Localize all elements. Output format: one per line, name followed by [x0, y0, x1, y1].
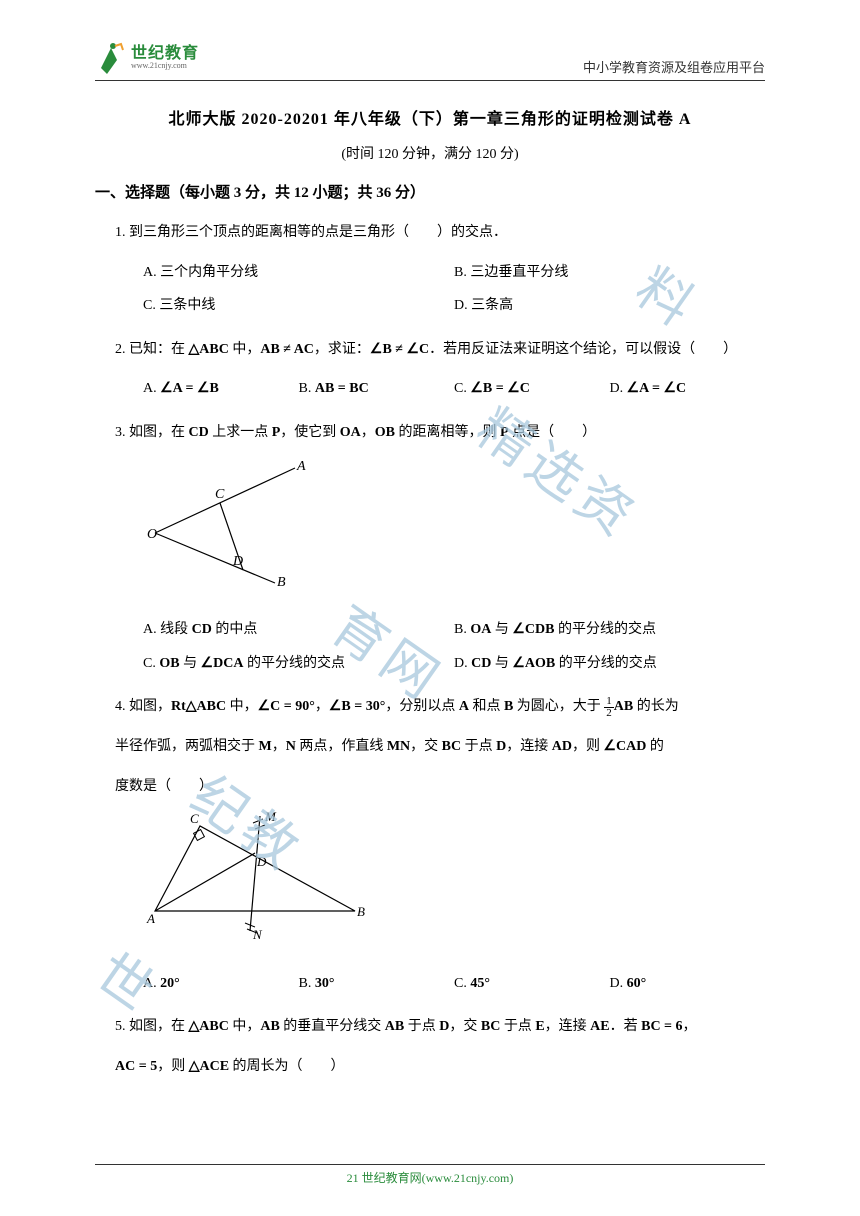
- svg-text:A: A: [296, 459, 306, 474]
- svg-text:B: B: [357, 904, 365, 919]
- q4-opt-b: B. 30°: [299, 967, 455, 1001]
- svg-text:A: A: [146, 911, 155, 926]
- q2-options: A. ∠A = ∠B B. AB = BC C. ∠B = ∠C D. ∠A =…: [115, 372, 765, 406]
- q3-opt-d: D. CD 与 ∠AOB 的平分线的交点: [454, 647, 765, 681]
- footer-text: 21 世纪教育网(www.21cnjy.com): [347, 1171, 514, 1185]
- svg-text:N: N: [252, 927, 263, 941]
- q4-options: A. 20° B. 30° C. 45° D. 60°: [115, 967, 765, 1001]
- q4-opt-a: A. 20°: [143, 967, 299, 1001]
- q2-opt-b: B. AB = BC: [299, 372, 455, 406]
- header-right: 中小学教育资源及组卷应用平台: [583, 57, 765, 76]
- q4-text: 4. 如图，Rt△ABC 中，∠C = 90°，∠B = 30°，分别以点 A …: [115, 690, 765, 724]
- q1-text: 1. 到三角形三个顶点的距离相等的点是三角形（ ）的交点．: [115, 216, 765, 250]
- q3-figure: O A C D B: [115, 458, 765, 602]
- q4-opt-d: D. 60°: [610, 967, 766, 1001]
- footer-line: [95, 1164, 765, 1165]
- logo-url: www.21cnjy.com: [131, 62, 199, 70]
- svg-text:D: D: [256, 854, 267, 869]
- logo-cn: 世纪教育: [131, 46, 199, 62]
- q1-opt-a: A. 三个内角平分线: [143, 256, 454, 290]
- footer: 21 世纪教育网(www.21cnjy.com): [0, 1164, 860, 1186]
- logo: 世纪教育 www.21cnjy.com: [95, 40, 199, 76]
- svg-text:D: D: [232, 554, 243, 569]
- q2-opt-a: A. ∠A = ∠B: [143, 372, 299, 406]
- question-1: 1. 到三角形三个顶点的距离相等的点是三角形（ ）的交点． A. 三个内角平分线…: [95, 216, 765, 323]
- q1-opt-b: B. 三边垂直平分线: [454, 256, 765, 290]
- q3-opt-b: B. OA 与 ∠CDB 的平分线的交点: [454, 613, 765, 647]
- svg-text:M: M: [264, 811, 277, 824]
- q5-line2: AC = 5，则 △ACE 的周长为（ ）: [115, 1050, 765, 1084]
- exam-subtitle: (时间 120 分钟，满分 120 分): [95, 143, 765, 163]
- question-2: 2. 已知：在 △ABC 中，AB ≠ AC，求证：∠B ≠ ∠C．若用反证法来…: [95, 333, 765, 406]
- q4-figure: A C B D M N: [115, 811, 765, 955]
- q2-text: 2. 已知：在 △ABC 中，AB ≠ AC，求证：∠B ≠ ∠C．若用反证法来…: [115, 333, 765, 367]
- svg-text:C: C: [215, 487, 225, 502]
- q3-options: A. 线段 CD 的中点 B. OA 与 ∠CDB 的平分线的交点 C. OB …: [115, 613, 765, 680]
- q3-opt-a: A. 线段 CD 的中点: [143, 613, 454, 647]
- page-container: 世纪教育 www.21cnjy.com 中小学教育资源及组卷应用平台 北师大版 …: [0, 0, 860, 1132]
- logo-text: 世纪教育 www.21cnjy.com: [131, 46, 199, 70]
- q3-text: 3. 如图，在 CD 上求一点 P，使它到 OA，OB 的距离相等，则 P 点是…: [115, 416, 765, 450]
- svg-text:O: O: [147, 527, 157, 542]
- logo-icon: [95, 40, 127, 76]
- question-4: 4. 如图，Rt△ABC 中，∠C = 90°，∠B = 30°，分别以点 A …: [95, 690, 765, 1000]
- question-5: 5. 如图，在 △ABC 中，AB 的垂直平分线交 AB 于点 D，交 BC 于…: [95, 1010, 765, 1083]
- q4-opt-c: C. 45°: [454, 967, 610, 1001]
- q1-opt-d: D. 三条高: [454, 289, 765, 323]
- question-3: 3. 如图，在 CD 上求一点 P，使它到 OA，OB 的距离相等，则 P 点是…: [95, 416, 765, 680]
- q1-opt-c: C. 三条中线: [143, 289, 454, 323]
- header: 世纪教育 www.21cnjy.com 中小学教育资源及组卷应用平台: [95, 40, 765, 81]
- q3-opt-c: C. OB 与 ∠DCA 的平分线的交点: [143, 647, 454, 681]
- section-1-title: 一、选择题（每小题 3 分，共 12 小题；共 36 分）: [95, 181, 765, 202]
- q4-line3: 度数是（ ）: [115, 770, 765, 804]
- q2-opt-c: C. ∠B = ∠C: [454, 372, 610, 406]
- svg-text:C: C: [190, 811, 199, 826]
- q4-line2: 半径作弧，两弧相交于 M，N 两点，作直线 MN，交 BC 于点 D，连接 AD…: [115, 730, 765, 764]
- q5-text: 5. 如图，在 △ABC 中，AB 的垂直平分线交 AB 于点 D，交 BC 于…: [115, 1010, 765, 1044]
- exam-title: 北师大版 2020-20201 年八年级（下）第一章三角形的证明检测试卷 A: [95, 105, 765, 129]
- q2-opt-d: D. ∠A = ∠C: [610, 372, 766, 406]
- svg-text:B: B: [277, 575, 286, 588]
- q1-options: A. 三个内角平分线 B. 三边垂直平分线 C. 三条中线 D. 三条高: [115, 256, 765, 323]
- fraction-half: 12: [604, 696, 614, 719]
